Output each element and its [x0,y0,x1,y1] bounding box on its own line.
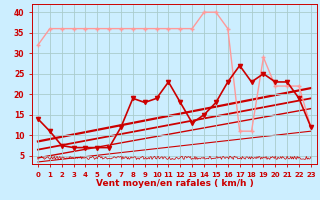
X-axis label: Vent moyen/en rafales ( km/h ): Vent moyen/en rafales ( km/h ) [96,179,253,188]
